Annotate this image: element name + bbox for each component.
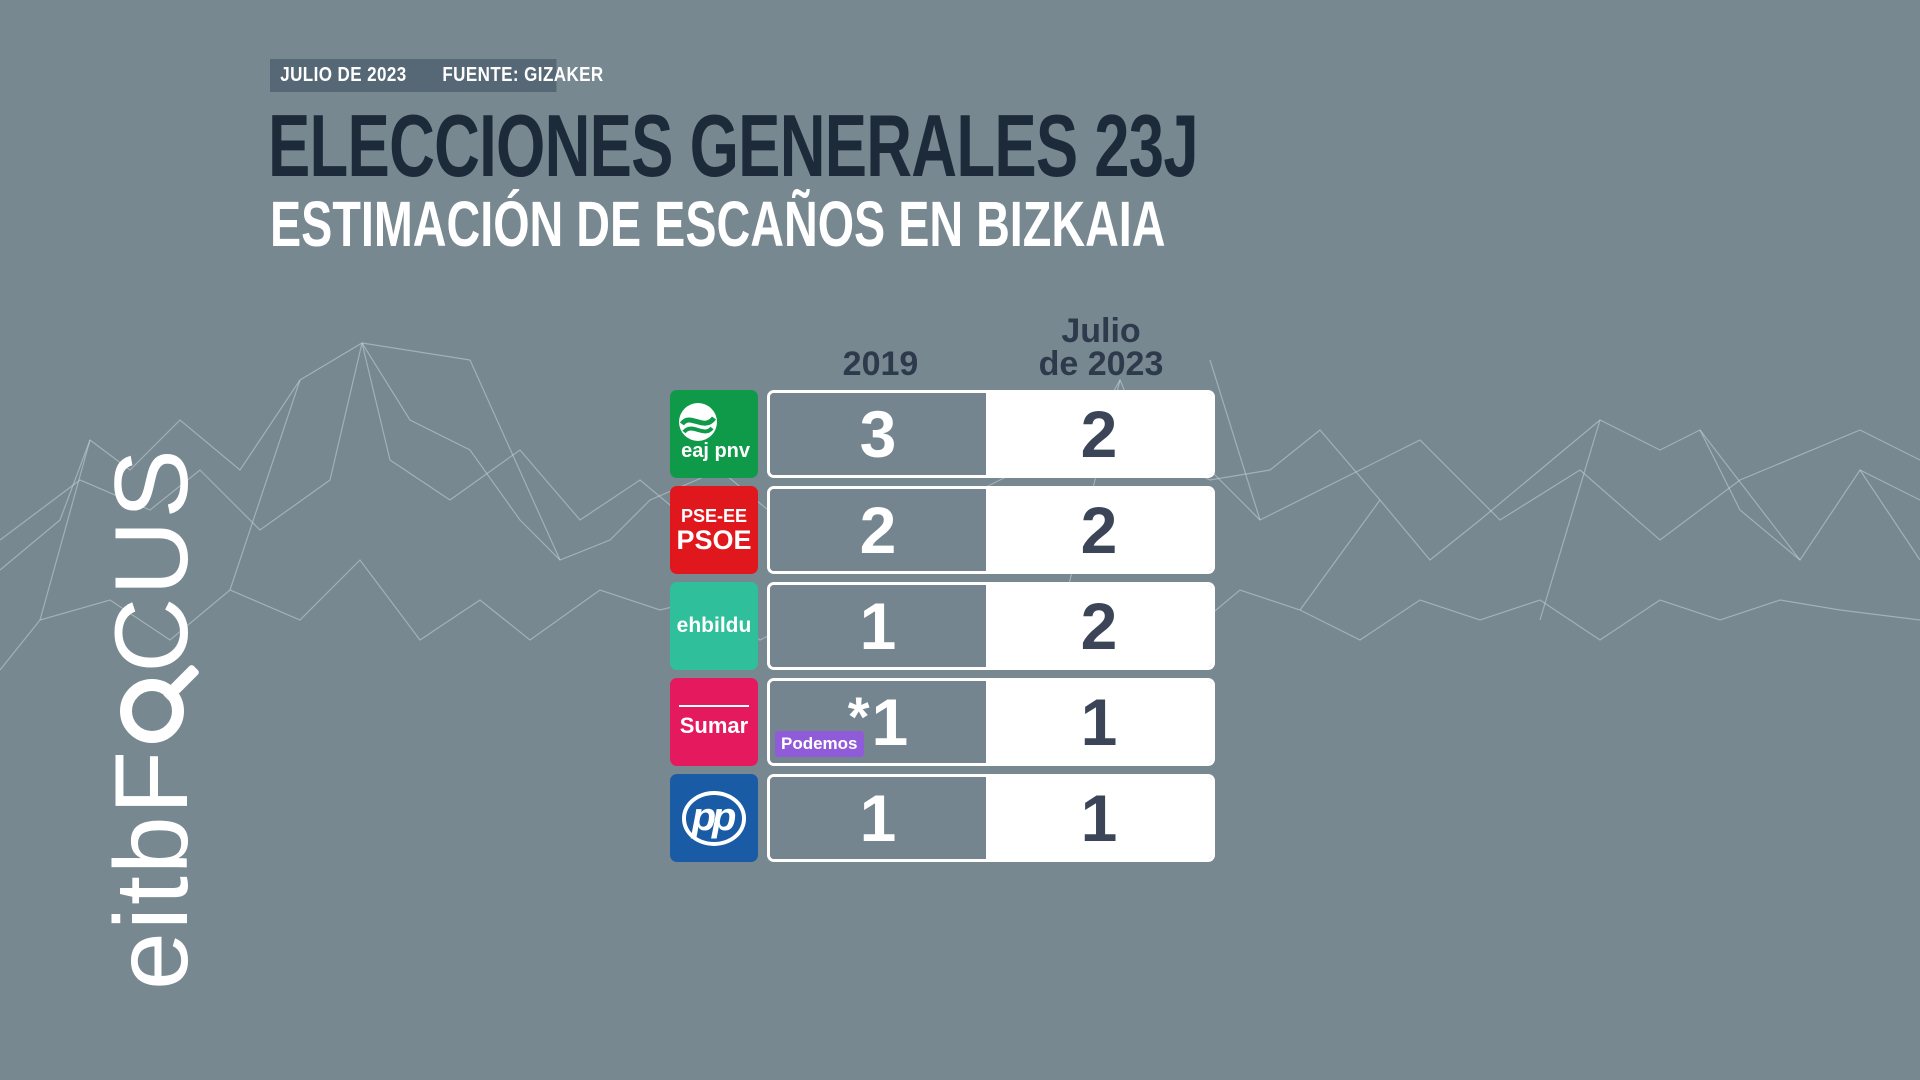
page-subtitle: ESTIMACIÓN DE ESCAÑOS EN BIZKAIA [270,188,1166,260]
seats-cells: 1 2 [767,582,1215,670]
seats-cells: * 1 Podemos 1 [767,678,1215,766]
psoe-logo-line2: PSOE [676,525,752,555]
party-row-pnv: eaj pnv 3 2 [670,390,1215,478]
party-row-sumar: Sumar * 1 Podemos 1 [670,678,1215,766]
sumar-logo-text: Sumar [679,713,749,738]
seats-2019: 2 [770,489,986,571]
seats-2019: 1 [770,777,986,859]
page-title: ELECCIONES GENERALES 23J [268,96,1199,195]
seats-2019: 3 [770,393,986,475]
seats-2023: 1 [986,681,1212,763]
seats-2023: 1 [986,777,1212,859]
column-header-2019: 2019 [842,345,919,383]
column-header-2023: Julio de 2023 [993,312,1209,383]
source-label: FUENTE: GIZAKER [442,64,604,86]
pnv-logo-text: eaj pnv [681,439,750,462]
seats-2019-value: 1 [871,685,909,759]
brand-suffix: CUS [94,447,210,673]
podemos-badge: Podemos [775,731,864,757]
column-header-2023-line1: Julio [1061,312,1141,350]
seats-2023: 2 [986,393,1212,475]
ehbildu-logo: ehbildu [670,582,758,670]
sumar-logo-bar [679,705,749,707]
magnifier-icon [120,678,184,743]
psoe-logo: PSE-EE PSOE [670,486,758,574]
party-row-psoe: PSE-EE PSOE 2 2 [670,486,1215,574]
psoe-logo-line1: PSE-EE [680,506,748,526]
brand-prefix: eitbF [94,748,210,990]
seats-cells: 2 2 [767,486,1215,574]
meta-bar: JULIO DE 2023 FUENTE: GIZAKER [270,59,603,92]
ehbildu-logo-text: ehbildu [676,614,752,637]
column-header-2023-line2: de 2023 [1038,345,1164,383]
seats-2023: 2 [986,585,1212,667]
party-row-ehbildu: ehbildu 1 2 [670,582,1215,670]
seats-2019: 1 [770,585,986,667]
pnv-swirl-icon [679,403,717,441]
party-row-pp: pp 1 1 [670,774,1215,862]
date-label: JULIO DE 2023 [280,64,407,86]
eitb-focus-logo: eitbF CUS [94,447,210,990]
pp-logo-text: pp [681,790,747,846]
seats-cells: 3 2 [767,390,1215,478]
seats-2023: 2 [986,489,1212,571]
seats-2019: * 1 Podemos [770,681,986,763]
pp-logo: pp [670,774,758,862]
seats-cells: 1 1 [767,774,1215,862]
pnv-logo: eaj pnv [670,390,758,478]
sumar-logo: Sumar [670,678,758,766]
